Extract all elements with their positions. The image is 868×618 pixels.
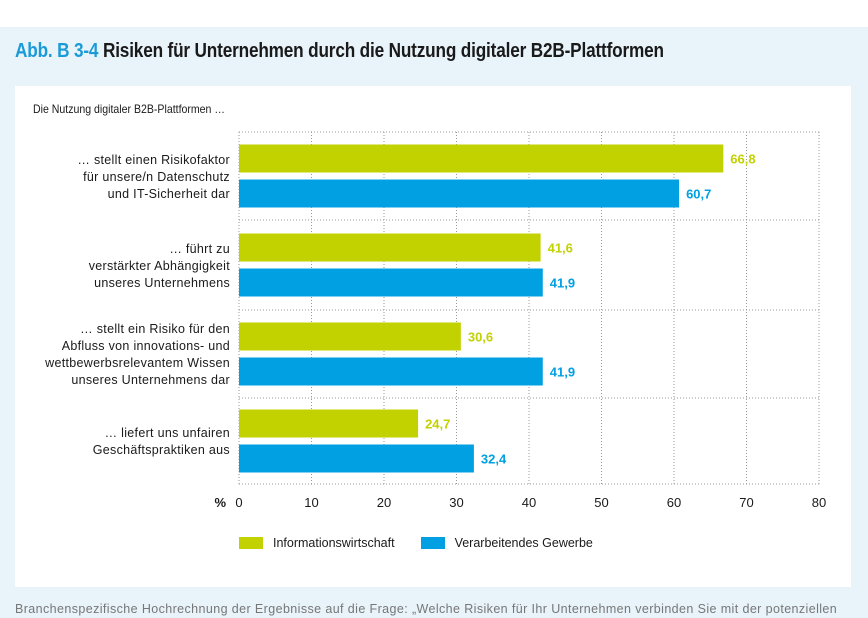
- data-label: 32,4: [481, 452, 507, 467]
- category-label-line: … stellt ein Risiko für den: [80, 322, 230, 336]
- category-label-line: wettbewerbsrelevantem Wissen: [45, 356, 230, 370]
- category-label: … stellt einen Risikofaktor für unsere/n …: [77, 152, 230, 203]
- x-axis-unit: %: [214, 495, 226, 510]
- category-label-line: Abfluss von innovations- und: [61, 339, 230, 353]
- x-tick-label: 60: [667, 495, 681, 510]
- x-tick-label: 10: [304, 495, 318, 510]
- x-tick-label: 70: [739, 495, 753, 510]
- legend-label: Informationswirtschaft: [273, 536, 395, 550]
- data-label: 30,6: [468, 330, 493, 345]
- data-label: 66,8: [730, 152, 755, 167]
- legend-item-verarbeitendes-gewerbe: Verarbeitendes Gewerbe: [420, 536, 593, 550]
- legend-label: Verarbeitendes Gewerbe: [454, 536, 593, 550]
- category-label: … führt zu verstärkter Abhängigkeit unsere…: [89, 241, 230, 292]
- bar: [239, 233, 541, 262]
- bar: [239, 444, 474, 473]
- x-tick-label: 80: [812, 495, 826, 510]
- x-tick-label: 50: [594, 495, 608, 510]
- category-label-line: für unsere/n Datenschutz: [83, 169, 230, 184]
- category-label-line: unseres Unternehmens: [94, 275, 230, 290]
- category-label-line: … stellt einen Risikofaktor: [77, 152, 230, 167]
- legend: Informationswirtschaft Verarbeitendes Ge…: [239, 536, 619, 550]
- data-label: 41,9: [550, 365, 575, 380]
- footnote: Branchenspezifische Hochrechnung der Erg…: [15, 602, 838, 616]
- chart-subtitle: Die Nutzung digitaler B2B-Plattformen …: [33, 102, 225, 116]
- x-tick-label: 40: [522, 495, 536, 510]
- category-label-line: unseres Unternehmens dar: [71, 373, 230, 387]
- bar: [239, 179, 680, 208]
- figure-title: Abb. B 3-4 Risiken für Unternehmen durch…: [15, 40, 664, 63]
- legend-swatch-informationswirtschaft: [239, 537, 263, 549]
- category-label: … liefert uns unfairen Geschäftspraktiken…: [93, 425, 230, 459]
- data-label: 24,7: [425, 417, 450, 432]
- bar: [239, 268, 543, 297]
- category-label: … stellt ein Risiko für den Abfluss von i…: [45, 321, 230, 389]
- bar: [239, 144, 724, 173]
- bar: [239, 357, 543, 386]
- category-label-line: und IT-Sicherheit dar: [107, 186, 230, 201]
- data-label: 60,7: [686, 187, 711, 202]
- legend-swatch-verarbeitendes-gewerbe: [420, 537, 445, 549]
- figure-title-text: Risiken für Unternehmen durch die Nutzun…: [102, 40, 664, 62]
- bar: [239, 409, 419, 438]
- category-label-line: … liefert uns unfairen: [104, 426, 230, 440]
- category-label-line: Geschäftspraktiken aus: [92, 443, 230, 457]
- data-label: 41,9: [550, 276, 575, 291]
- figure-number: Abb. B 3-4: [15, 40, 99, 62]
- bar: [239, 322, 461, 351]
- x-tick-label: 20: [377, 495, 391, 510]
- legend-item-informationswirtschaft: Informationswirtschaft: [239, 536, 395, 550]
- x-tick-label: 30: [449, 495, 463, 510]
- x-tick-label: 0: [235, 495, 242, 510]
- data-label: 41,6: [548, 241, 573, 256]
- category-label-line: … führt zu: [169, 241, 230, 256]
- category-label-line: verstärkter Abhängigkeit: [88, 258, 230, 273]
